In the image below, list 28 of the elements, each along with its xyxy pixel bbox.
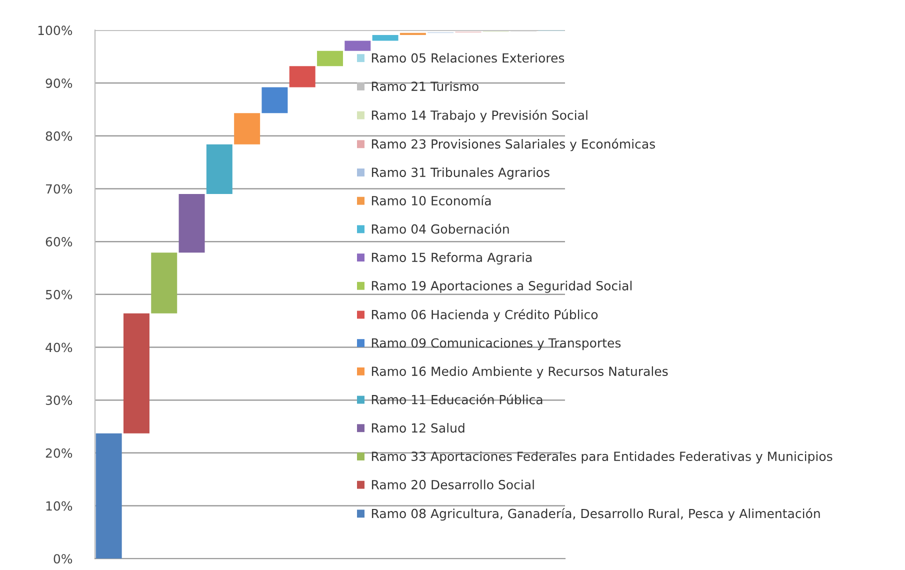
y-tick-label: 90% [46,78,72,88]
legend-label: Ramo 23 Provisiones Salariales y Económicas [372,138,656,152]
y-tick-label: 50% [46,290,72,300]
y-tick-label: 70% [46,184,72,194]
legend-label: Ramo 33 Aportaciones Federales para Entidades Federativas y Municipios [372,451,832,464]
legend-label: Ramo 11 Educación Pública [372,394,542,404]
legend-label: Ramo 08 Agricultura, Ganadería, Desarrollo Rural, Pesca y Alimentación [372,508,820,521]
y-tick-label: 30% [46,396,72,406]
legend-label: Ramo 15 Reforma Agraria [372,252,532,265]
legend-label: Ramo 19 Aportaciones a Seguridad Social [372,280,632,293]
legend-label: Ramo 04 Gobernación [372,224,509,234]
legend-label: Ramo 10 Economía [372,195,491,206]
legend-label: Ramo 06 Hacienda y Crédito Público [372,309,598,322]
y-tick-label: 60% [46,237,72,246]
legend-label: Ramo 09 Comunicaciones y Transportes [372,338,621,350]
y-tick-label: 0% [54,554,72,564]
y-tick-label: 100% [38,26,72,36]
y-tick-label: 20% [46,448,72,458]
legend-label: Ramo 20 Desarrollo Social [372,480,534,490]
legend-label: Ramo 12 Salud [372,423,464,433]
legend-label: Ramo 31 Tribunales Agrarios [372,167,550,180]
y-tick-label: 80% [46,131,72,141]
y-tick-label: 10% [46,501,72,511]
legend-label: Ramo 14 Trabajo y Previsión Social [372,110,588,122]
y-tick-label: 40% [46,342,72,352]
legend-label: Ramo 16 Medio Ambiente y Recursos Naturales [372,366,668,378]
legend-label: Ramo 05 Relaciones Exteriores [372,53,564,63]
legend-label: Ramo 21 Turismo [372,81,478,92]
